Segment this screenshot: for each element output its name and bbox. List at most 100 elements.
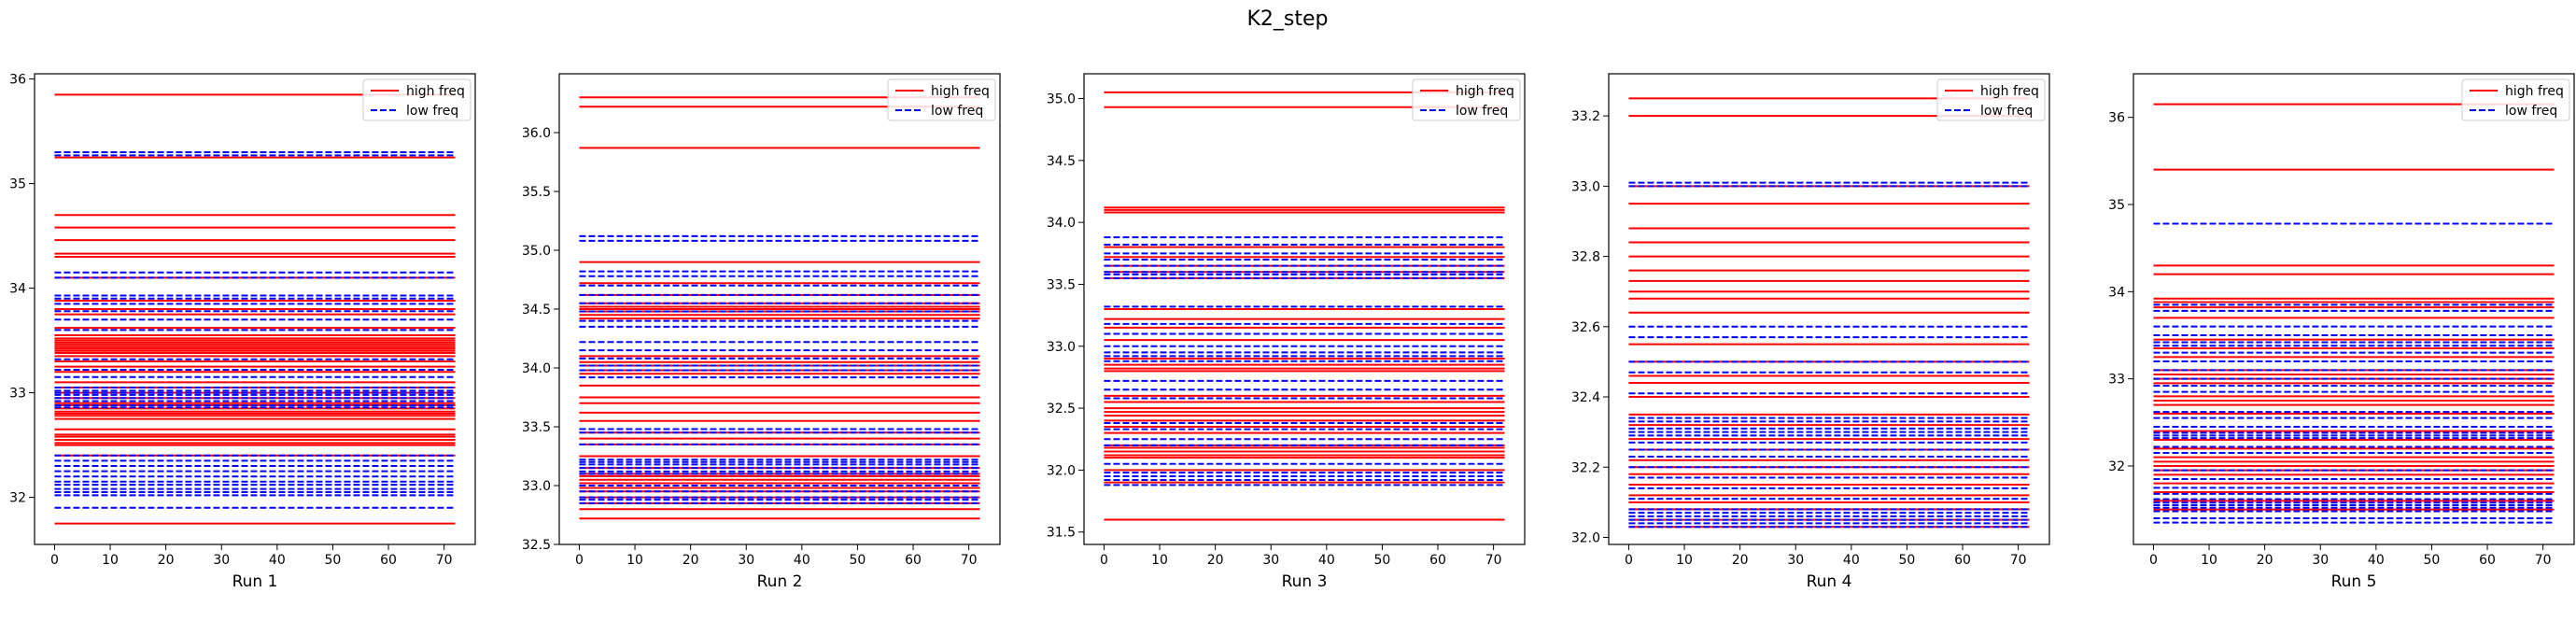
x-tick-label: 70: [961, 553, 978, 568]
x-tick-label: 50: [850, 553, 866, 568]
x-tick-label: 40: [1318, 553, 1335, 568]
series-high-freq: [54, 93, 456, 525]
x-tick-label: 60: [1429, 553, 1446, 568]
x-tick-label: 50: [1899, 553, 1916, 568]
legend-label: low freq: [1456, 104, 1508, 119]
x-tick-label: 20: [158, 553, 175, 568]
series-low-freq: [54, 151, 456, 509]
y-tick-label: 36: [9, 73, 26, 88]
legend-label: low freq: [2505, 104, 2557, 119]
x-tick-label: 0: [1625, 553, 1633, 568]
legend-label: high freq: [2505, 84, 2564, 99]
y-tick-label: 34: [2108, 285, 2125, 300]
y-tick-label: 35: [9, 177, 26, 192]
plot-frame: [1083, 73, 1526, 545]
plot-frame: [34, 73, 476, 545]
legend-label: low freq: [931, 104, 983, 119]
legend-label: high freq: [1980, 84, 2039, 99]
y-tick-label: 34.0: [522, 361, 551, 376]
x-tick-label: 30: [738, 553, 754, 568]
x-tick-label: 70: [2010, 553, 2027, 568]
x-tick-label: 40: [2368, 553, 2385, 568]
x-tick-label: 60: [1954, 553, 1971, 568]
x-tick-label: 0: [50, 553, 59, 568]
y-tick-label: 33.0: [1047, 340, 1076, 355]
x-tick-label: 60: [380, 553, 397, 568]
x-tick-label: 50: [1374, 553, 1391, 568]
x-tick-label: 30: [213, 553, 230, 568]
y-tick-label: 34.0: [1047, 216, 1076, 231]
subplots: 0 10 20 30 40 50 60 70 32 33 34 35 36 Run 1 high freq l…: [9, 73, 2575, 591]
subplot-run-2: 0 10 20 30 40 50 60 70 32.5 33.0 33.5 34.0 34.5 35.0 3…: [522, 73, 1001, 591]
y-tick-label: 33.2: [1571, 109, 1600, 124]
x-tick-label: 20: [683, 553, 699, 568]
x-tick-label: 10: [102, 553, 119, 568]
x-axis-label: Run 4: [1807, 572, 1852, 591]
x-tick-label: 70: [1485, 553, 1502, 568]
plot-frame: [2133, 73, 2575, 545]
y-tick-label: 31.5: [1047, 526, 1076, 541]
y-tick-label: 32.5: [1047, 402, 1076, 416]
figure-title: K2_step: [1246, 7, 1328, 31]
x-tick-label: 40: [269, 553, 286, 568]
x-tick-label: 20: [2257, 553, 2273, 568]
y-tick-label: 35.0: [522, 244, 551, 259]
x-tick-label: 40: [794, 553, 810, 568]
y-tick-label: 36.0: [522, 126, 551, 141]
x-axis-label: Run 3: [1282, 572, 1328, 591]
series-high-freq: [2153, 103, 2555, 511]
y-tick-label: 33: [9, 387, 26, 402]
series-low-freq: [579, 234, 980, 504]
legend: high freq low freq: [362, 78, 472, 121]
y-tick-label: 35: [2108, 198, 2125, 213]
legend: high freq low freq: [1412, 78, 1521, 121]
legend: high freq low freq: [887, 78, 996, 121]
subplot-run-3: 0 10 20 30 40 50 60 70 31.5 32.0 32.5 33.0 33.5 34.0 3…: [1047, 73, 1526, 591]
x-tick-label: 60: [905, 553, 922, 568]
x-tick-label: 0: [2149, 553, 2158, 568]
y-tick-label: 32.0: [1571, 530, 1600, 545]
x-tick-label: 0: [1100, 553, 1108, 568]
y-tick-label: 32.6: [1571, 320, 1600, 335]
x-tick-label: 50: [2424, 553, 2441, 568]
y-tick-label: 34.5: [522, 303, 551, 318]
series-high-freq: [1104, 91, 1505, 521]
x-tick-label: 40: [1843, 553, 1860, 568]
y-tick-label: 33.5: [1047, 277, 1076, 292]
y-tick-label: 32.0: [1047, 463, 1076, 478]
x-tick-label: 70: [2535, 553, 2552, 568]
legend: high freq low freq: [1936, 78, 2046, 121]
x-axis-label: Run 1: [232, 572, 278, 591]
y-tick-label: 33.5: [522, 420, 551, 435]
x-tick-label: 30: [1262, 553, 1279, 568]
x-tick-label: 70: [436, 553, 453, 568]
x-tick-label: 10: [626, 553, 643, 568]
legend-label: low freq: [406, 104, 458, 119]
x-tick-label: 20: [1732, 553, 1749, 568]
y-tick-label: 32.5: [522, 538, 551, 553]
subplot-run-4: 0 10 20 30 40 50 60 70 32.0 32.2 32.4 32.6 32.8 33.0 3…: [1571, 73, 2050, 591]
y-tick-label: 34: [9, 282, 26, 297]
y-tick-label: 33: [2108, 373, 2125, 388]
plot-frame: [1608, 73, 2050, 545]
x-tick-label: 10: [2201, 553, 2217, 568]
x-tick-label: 20: [1207, 553, 1224, 568]
y-tick-label: 36: [2108, 111, 2125, 126]
y-tick-label: 32: [2108, 459, 2125, 474]
x-tick-label: 50: [325, 553, 342, 568]
series-high-freq: [1628, 97, 2030, 529]
y-tick-label: 35.0: [1047, 92, 1076, 107]
legend-label: high freq: [1456, 84, 1514, 99]
x-axis-label: Run 2: [757, 572, 803, 591]
x-tick-label: 30: [2312, 553, 2329, 568]
x-tick-label: 10: [1151, 553, 1168, 568]
x-tick-label: 30: [1787, 553, 1804, 568]
y-tick-label: 34.5: [1047, 154, 1076, 169]
series-low-freq: [1628, 181, 2030, 529]
series-high-freq: [579, 96, 980, 520]
subplot-run-1: 0 10 20 30 40 50 60 70 32 33 34 35 36 Run 1 high freq l…: [9, 73, 476, 591]
legend: high freq low freq: [2461, 78, 2570, 121]
x-tick-label: 0: [575, 553, 584, 568]
x-tick-label: 10: [1676, 553, 1693, 568]
